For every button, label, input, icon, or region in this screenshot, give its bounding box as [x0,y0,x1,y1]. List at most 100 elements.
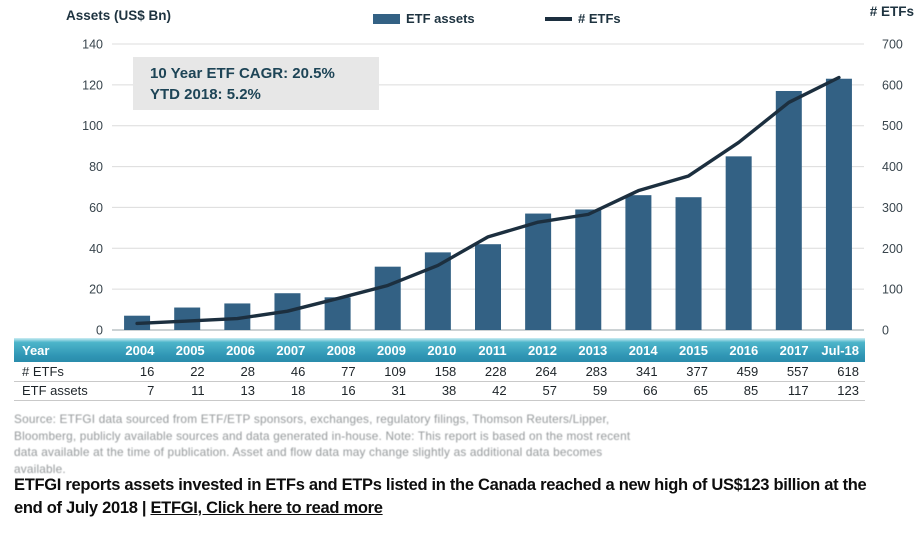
bar-swatch-icon [373,13,400,24]
etf-assets-chart: 0 20 40 60 80 100 120 140 0 100 200 300 400 500 600 700 [82,38,903,338]
bar-2017 [775,90,802,330]
right-axis-tick: 300 [882,201,903,215]
table-header-2015: 2015 [663,338,714,362]
legend-etf-assets: ETF assets [373,11,475,26]
table-cell: 28 [210,362,261,382]
cagr-annotation-line1: 10 Year ETF CAGR: 20.5% [150,65,335,82]
table-header-2008: 2008 [311,338,362,362]
table-cell: 31 [361,381,412,401]
table-row: # ETFs 16 22 28 46 77 109 158 228 264 283 341 377 459… [14,362,865,382]
table-cell: 46 [260,362,312,382]
bar-2016 [725,156,752,330]
table-cell: 59 [562,381,614,401]
table-header-2006: 2006 [210,338,261,362]
caption-line1: ETFGI reports assets invested in ETFs an… [14,476,867,494]
bar-2009 [374,266,401,330]
table-cell: 117 [764,381,815,401]
table-cell: 283 [562,362,614,382]
line-swatch-icon [545,16,572,21]
table-header-2004: 2004 [110,338,161,362]
table-header-2007: 2007 [260,338,312,362]
caption-line2: end of July 2018 | ETFGI, Click here to … [14,497,919,520]
etfs-count-line [135,75,841,326]
table-cell: 85 [713,381,765,401]
data-table: Year 2004 2005 2006 2007 2008 2009 2010 2011 2012… [14,338,865,401]
table-header-row: Year 2004 2005 2006 2007 2008 2009 2010 2011 2012… [14,338,865,362]
right-axis-title: # ETFs [869,4,914,19]
left-axis-tick: 0 [96,324,103,338]
right-axis-tick: 0 [882,324,889,338]
table-cell: 13 [210,381,261,401]
left-axis-tick: 140 [82,38,103,52]
cagr-annotation-line2: YTD 2018: 5.2% [150,86,261,103]
table-header-2016: 2016 [713,338,765,362]
table-cell: 77 [311,362,362,382]
source-line: data available at the time of publicatio… [14,445,603,459]
table-header-Jul-18: Jul-18 [814,338,865,362]
left-axis-tick: 60 [89,201,103,215]
table-cell: 16 [110,362,161,382]
table-header-2005: 2005 [160,338,211,362]
table-header-2017: 2017 [764,338,815,362]
source-line: available. [14,461,66,476]
table-cell: 66 [613,381,664,401]
row-label: ETF assets [14,381,110,401]
source-line: Source: ETFGI data sourced from ETF/ETP … [14,412,610,426]
table-header-2012: 2012 [512,338,563,362]
left-axis-tick: 40 [89,242,103,256]
bar-2008 [324,297,351,330]
table-cell: 42 [462,381,513,401]
table-cell: 123 [814,381,865,401]
table-cell: 38 [411,381,463,401]
table-cell: 264 [512,362,563,382]
right-axis-tick: 500 [882,119,903,133]
table-row: ETF assets 7 11 13 18 16 31 38 42 57 59 66 65 85 117 12… [14,381,865,401]
table-header-2014: 2014 [613,338,664,362]
table-cell: 341 [613,362,664,382]
table-header-2013: 2013 [562,338,614,362]
legend-num-etfs-label: # ETFs [578,11,621,26]
table-cell: 459 [713,362,765,382]
bar-Jul-18 [825,78,852,330]
table-cell: 109 [361,362,412,382]
bar-2014 [625,195,652,330]
caption: ETFGI reports assets invested in ETFs an… [14,474,919,519]
table-cell: 65 [663,381,714,401]
caption-line2-prefix: end of July 2018 | [14,498,151,517]
table-cell: 18 [260,381,312,401]
read-more-link[interactable]: ETFGI, Click here to read more [150,498,383,517]
legend-num-etfs: # ETFs [545,11,621,26]
table-cell: 228 [462,362,513,382]
bar-2005 [174,307,201,330]
bar-2011 [475,244,501,330]
bar-2012 [525,213,552,330]
right-axis-tick: 400 [882,160,903,174]
bar-2015 [675,197,702,330]
right-axis-tick: 600 [882,78,903,92]
table-cell: 158 [411,362,463,382]
table-cell: 377 [663,362,714,382]
table-cell: 16 [311,381,362,401]
left-axis-title: Assets (US$ Bn) [66,8,172,23]
left-axis-tick: 100 [82,119,103,133]
source-note: Source: ETFGI data sourced from ETF/ETP … [14,411,884,477]
right-axis-tick: 700 [882,38,903,52]
table-header-2011: 2011 [462,338,513,362]
cagr-annotation-box: 10 Year ETF CAGR: 20.5% YTD 2018: 5.2% [133,57,379,110]
left-axis-tick: 20 [89,283,103,297]
right-axis-tick: 100 [882,283,903,297]
table-header-2010: 2010 [411,338,463,362]
table-cell: 7 [110,381,161,401]
legend-etf-assets-label: ETF assets [406,11,475,26]
table-cell: 57 [512,381,563,401]
table-cell: 22 [160,362,211,382]
row-label: # ETFs [14,362,110,382]
source-line: Bloomberg, publicly available sources an… [14,428,631,443]
right-axis-tick: 200 [882,242,903,256]
left-axis-tick: 80 [89,160,103,174]
table-header-year: Year [14,338,110,362]
table-cell: 11 [160,381,211,401]
bar-2013 [575,209,602,330]
left-axis-tick: 120 [82,78,103,92]
